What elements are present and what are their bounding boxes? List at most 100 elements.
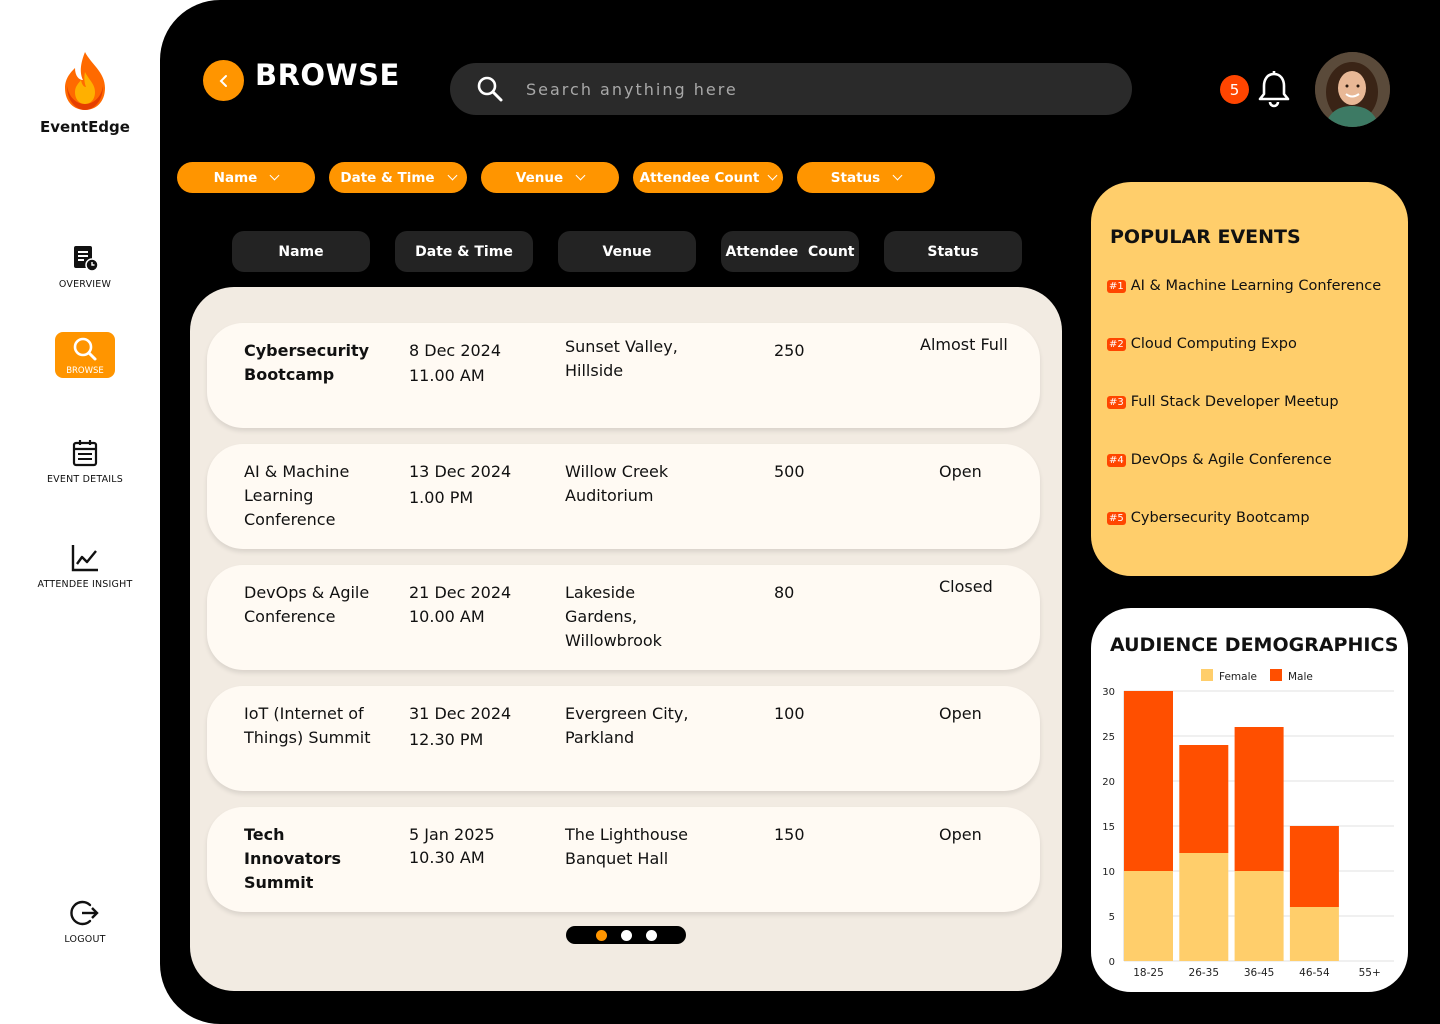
x-tick-label: 26-35 — [1189, 967, 1220, 979]
filter-label: Status — [830, 169, 881, 186]
event-venue: The Lighthouse Banquet Hall — [565, 825, 689, 868]
y-tick-label: 20 — [1102, 777, 1115, 788]
event-venue: Willow Creek Auditorium — [565, 462, 669, 505]
event-status: Closed — [939, 577, 993, 596]
logout-icon — [70, 900, 99, 926]
event-time: 10.30 AM — [409, 848, 485, 867]
popular-event-name: Full Stack Developer Meetup — [1130, 394, 1339, 410]
legend-label: Female — [1219, 671, 1257, 683]
filter-label: Venue — [515, 169, 564, 186]
rank-badge: #2 — [1107, 337, 1126, 351]
legend-swatch — [1201, 669, 1213, 681]
event-name: Cybersecurity Bootcamp — [244, 341, 370, 384]
table-row[interactable]: DevOps & Agile Conference 21 Dec 2024 10… — [207, 565, 1040, 670]
filter-date-time[interactable]: Date & Time — [329, 162, 467, 193]
column-header-status[interactable]: Status — [884, 231, 1022, 272]
audience-demographics-card: AUDIENCE DEMOGRAPHICS 0 5 10 15 20 25 30 Female… — [1091, 608, 1408, 992]
back-button[interactable] — [203, 60, 244, 101]
event-date: 5 Jan 2025 — [409, 825, 495, 844]
calendar-icon — [72, 440, 98, 467]
table-row[interactable]: Tech Innovators Summit 5 Jan 2025 10.30 … — [207, 807, 1040, 912]
popular-event-name: DevOps & Agile Conference — [1130, 452, 1332, 468]
legend-label: Male — [1288, 671, 1313, 683]
bell-icon[interactable] — [1256, 70, 1292, 112]
column-header-attendee-count[interactable]: Attendee Count — [721, 231, 859, 272]
event-attendee-count: 150 — [774, 825, 805, 844]
nav-event-details[interactable]: EVENT DETAILS — [30, 438, 140, 485]
rank-badge: #5 — [1107, 511, 1126, 525]
popular-event-item[interactable]: #4 DevOps & Agile Conference — [1107, 452, 1332, 468]
event-name: IoT (Internet of Things) Summit — [244, 704, 371, 747]
event-name: Tech Innovators Summit — [244, 825, 342, 892]
search-bar[interactable] — [450, 63, 1132, 115]
nav-overview[interactable]: OVERVIEW — [30, 243, 140, 290]
table-row[interactable]: Cybersecurity Bootcamp 8 Dec 2024 11.00 … — [207, 323, 1040, 428]
popular-event-item[interactable]: #5 Cybersecurity Bootcamp — [1107, 510, 1310, 526]
app-logo[interactable]: EventEdge — [40, 50, 130, 136]
event-attendee-count: 80 — [774, 583, 795, 602]
chevron-left-icon — [219, 74, 227, 87]
y-tick-label: 15 — [1102, 822, 1115, 833]
legend-swatch — [1270, 669, 1282, 681]
page-dot-2[interactable] — [620, 929, 632, 941]
nav-logout[interactable]: LOGOUT — [30, 898, 140, 945]
filter-attendee-count[interactable]: Attendee Count — [633, 162, 783, 193]
flame-logo-icon — [65, 52, 105, 110]
page-dot-3[interactable] — [645, 929, 657, 941]
column-header-venue[interactable]: Venue — [558, 231, 696, 272]
overview-icon — [74, 246, 99, 272]
nav-attendee-insight[interactable]: ATTENDEE INSIGHT — [30, 543, 140, 590]
column-header-date-time[interactable]: Date & Time — [395, 231, 533, 272]
notification-count-badge[interactable]: 5 — [1220, 75, 1249, 104]
filter-venue[interactable]: Venue — [481, 162, 619, 193]
event-date: 21 Dec 2024 — [409, 583, 512, 602]
y-tick-label: 0 — [1109, 957, 1115, 968]
popular-event-name: Cybersecurity Bootcamp — [1130, 510, 1310, 526]
chevron-down-icon — [269, 170, 280, 181]
sidebar: EventEdge OVERVIEW BROWSE EVENT DETAILS — [0, 0, 160, 1024]
nav-overview-label: OVERVIEW — [58, 279, 112, 290]
line-chart-icon — [71, 545, 98, 572]
popular-event-item[interactable]: #3 Full Stack Developer Meetup — [1107, 394, 1339, 410]
page-dot-1[interactable] — [595, 929, 607, 941]
search-icon — [477, 76, 503, 102]
y-tick-label: 5 — [1109, 912, 1115, 923]
nav-browse[interactable]: BROWSE — [55, 332, 115, 378]
x-tick-label: 36-45 — [1244, 967, 1275, 979]
bar-segment — [1289, 826, 1339, 907]
rank-badge: #4 — [1107, 453, 1126, 467]
event-status: Almost Full — [920, 335, 1008, 354]
column-header-name[interactable]: Name — [232, 231, 370, 272]
chevron-down-icon — [575, 170, 586, 181]
popular-event-item[interactable]: #2 Cloud Computing Expo — [1107, 336, 1297, 352]
bar-segment — [1234, 871, 1284, 961]
bar-segment — [1289, 907, 1339, 961]
event-status: Open — [939, 462, 982, 481]
filter-status[interactable]: Status — [797, 162, 935, 193]
event-time: 10.00 AM — [409, 607, 485, 626]
y-tick-label: 10 — [1102, 867, 1115, 878]
x-tick-label: 55+ — [1359, 967, 1381, 979]
nav-attendee-insight-label: ATTENDEE INSIGHT — [37, 579, 133, 590]
popular-events-title: POPULAR EVENTS — [1110, 226, 1301, 248]
event-attendee-count: 100 — [774, 704, 805, 723]
event-time: 1.00 PM — [409, 488, 474, 507]
user-avatar[interactable] — [1315, 52, 1390, 127]
search-input[interactable] — [524, 78, 1084, 100]
event-status: Open — [939, 825, 982, 844]
event-date: 8 Dec 2024 — [409, 341, 502, 360]
y-tick-label: 30 — [1102, 687, 1115, 698]
filter-label: Name — [213, 169, 258, 186]
audience-demographics-title: AUDIENCE DEMOGRAPHICS — [1110, 634, 1399, 656]
event-venue: Evergreen City, Parkland — [565, 704, 689, 747]
table-row[interactable]: AI & Machine Learning Conference 13 Dec … — [207, 444, 1040, 549]
chevron-down-icon — [447, 170, 458, 181]
popular-event-item[interactable]: #1 AI & Machine Learning Conference — [1107, 278, 1381, 294]
nav-browse-label: BROWSE — [66, 366, 104, 376]
table-row[interactable]: IoT (Internet of Things) Summit 31 Dec 2… — [207, 686, 1040, 791]
event-time: 11.00 AM — [409, 366, 485, 385]
x-tick-label: 18-25 — [1133, 967, 1164, 979]
filter-name[interactable]: Name — [177, 162, 315, 193]
bar-segment — [1124, 691, 1173, 871]
x-tick-label: 46-54 — [1299, 967, 1330, 979]
